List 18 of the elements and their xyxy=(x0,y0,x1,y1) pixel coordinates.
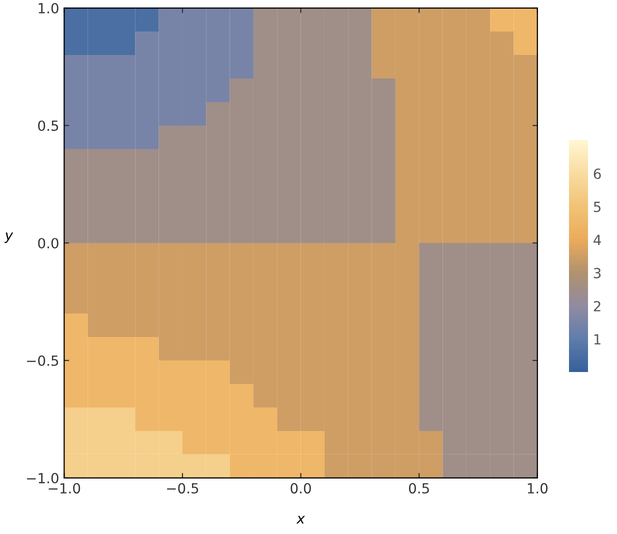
x-tick-label: 0.0 xyxy=(290,483,311,494)
x-tick-label: −1.0 xyxy=(48,483,80,494)
color-bar-label: 4 xyxy=(594,234,601,246)
x-tick-label: 0.5 xyxy=(408,483,429,494)
x-tick-label: 1.0 xyxy=(528,483,548,494)
x-tick-label: −0.5 xyxy=(167,483,198,494)
y-tick-label: −0.5 xyxy=(27,355,58,366)
x-axis-title: x xyxy=(296,516,306,524)
color-bar-label: 1 xyxy=(594,334,600,344)
y-tick-label: 0.0 xyxy=(38,238,58,248)
color-bar-label: 3 xyxy=(594,268,601,278)
color-bar-label: 5 xyxy=(594,202,600,212)
color-bar-label: 2 xyxy=(594,300,600,312)
y-tick-label: −1.0 xyxy=(27,472,58,484)
color-bar-label: 6 xyxy=(594,168,601,180)
y-axis-title: y xyxy=(4,232,14,243)
y-tick-label: 1.0 xyxy=(38,2,58,14)
y-tick-label: 0.5 xyxy=(38,120,58,131)
